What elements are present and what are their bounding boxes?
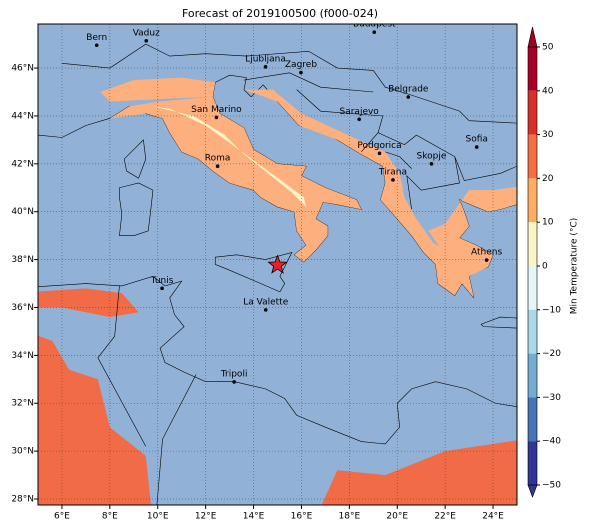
city-dot [372, 30, 377, 34]
city-dot [377, 151, 382, 156]
y-tick-label: 28°N [11, 495, 34, 505]
colorbar-extend-low [527, 484, 538, 498]
colorbar-segment [528, 353, 537, 398]
city-dot [214, 115, 219, 120]
crete [481, 317, 541, 329]
x-tick-label: 14°E [243, 512, 265, 522]
colorbar-tick-label: 30 [542, 130, 554, 140]
colorbar-tick-label: −40 [542, 437, 561, 447]
x-tick-label: 22°E [434, 512, 456, 522]
city-label: Sarajevo [340, 107, 380, 117]
city-dot [160, 286, 164, 291]
colorbar-segment [528, 441, 537, 485]
africa-land [14, 276, 541, 523]
y-tick-label: 36°N [11, 303, 34, 313]
city-label: Belgrade [388, 85, 429, 95]
graticule [38, 24, 517, 505]
colorbar-extend-high [527, 26, 538, 48]
colorbar-tick-label: −20 [542, 349, 561, 359]
africa-warm-east [321, 440, 517, 505]
colorbar-segment [528, 266, 537, 310]
africa-warm-west [38, 335, 152, 505]
location-star [267, 254, 288, 274]
y-tick-label: 40°N [11, 207, 34, 217]
y-tick-label: 38°N [11, 255, 34, 265]
city-dot [299, 70, 303, 75]
y-tick-label: 32°N [11, 399, 34, 409]
colorbar-tick-label: 40 [542, 86, 554, 96]
city-dot [232, 380, 236, 384]
map-area [14, 20, 541, 523]
colorbar-tick-label: 10 [542, 218, 554, 228]
x-tick-label: 18°E [339, 512, 361, 522]
city-label: Skopje [417, 151, 447, 161]
city-label: La Valette [243, 297, 288, 307]
city-label: Tirana [378, 167, 407, 177]
x-tick-label: 6°E [54, 512, 70, 522]
city-dot [357, 117, 361, 122]
colorbar-tick-label: −10 [542, 305, 561, 315]
city-label: Ljubljana [245, 54, 286, 64]
city-label: Podgorica [357, 141, 401, 151]
italy-lowland [109, 96, 362, 262]
city-label: Tripoli [220, 369, 248, 379]
y-tick-label: 34°N [11, 351, 34, 361]
borders [62, 44, 517, 523]
map-title: Forecast of 2019100500 (f000-024) [182, 7, 378, 20]
x-tick-label: 8°E [102, 512, 118, 522]
city-label: Tunis [150, 276, 174, 286]
city-label: San Marino [191, 105, 242, 115]
city-dot [429, 162, 434, 166]
city-label: Sofia [466, 135, 488, 145]
city-label: Zagreb [285, 60, 317, 70]
city-dot [391, 178, 395, 182]
x-tick-label: 10°E [147, 512, 169, 522]
x-tick-label: 16°E [291, 512, 313, 522]
sardinia [119, 183, 153, 236]
po-valley [100, 77, 216, 102]
city-dot [263, 65, 268, 69]
balkan-coast [243, 89, 517, 298]
colorbar-segment [528, 397, 537, 442]
y-tick-label: 46°N [11, 64, 34, 74]
x-tick-label: 20°E [386, 512, 408, 522]
y-tick-label: 44°N [11, 111, 34, 121]
colorbar-tick-label: −50 [542, 481, 561, 491]
colorbar-segment [528, 222, 537, 266]
colorbar-tick-label: 50 [542, 43, 554, 53]
city-label: Roma [205, 154, 231, 164]
city-dot [94, 43, 99, 48]
colorbar-segment [528, 47, 537, 91]
city-label: Vaduz [133, 28, 160, 38]
colorbar-label: Min Temperature (°C) [570, 218, 580, 315]
africa-warm-coast [38, 288, 139, 318]
y-tick-label: 42°N [11, 159, 34, 169]
city-dot [484, 258, 489, 262]
y-tick-label: 30°N [11, 447, 34, 457]
colorbar-tick-label: 20 [542, 174, 554, 184]
colorbar-segment [528, 178, 537, 223]
x-tick-label: 12°E [195, 512, 217, 522]
city-dot [263, 308, 268, 312]
city-dot [215, 164, 220, 169]
map-frame [37, 23, 518, 506]
colorbar-segment [528, 309, 537, 354]
colorbar-tick-label: 0 [542, 262, 548, 272]
city-dot [144, 38, 149, 43]
city-dot [406, 95, 411, 99]
city-label: Athens [471, 248, 502, 258]
colorbar-segment [528, 90, 537, 135]
corsica [124, 140, 146, 178]
city-label: Bern [86, 33, 107, 43]
city-dot [474, 145, 479, 149]
colorbar-tick-label: −30 [542, 393, 561, 403]
geography [14, 20, 541, 523]
x-tick-label: 24°E [482, 512, 504, 522]
sicily [215, 252, 292, 292]
city-label: Budapest [353, 20, 396, 30]
colorbar-segment [528, 134, 537, 179]
